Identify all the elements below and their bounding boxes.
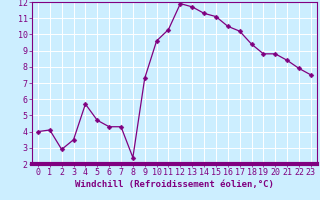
X-axis label: Windchill (Refroidissement éolien,°C): Windchill (Refroidissement éolien,°C) (75, 180, 274, 189)
